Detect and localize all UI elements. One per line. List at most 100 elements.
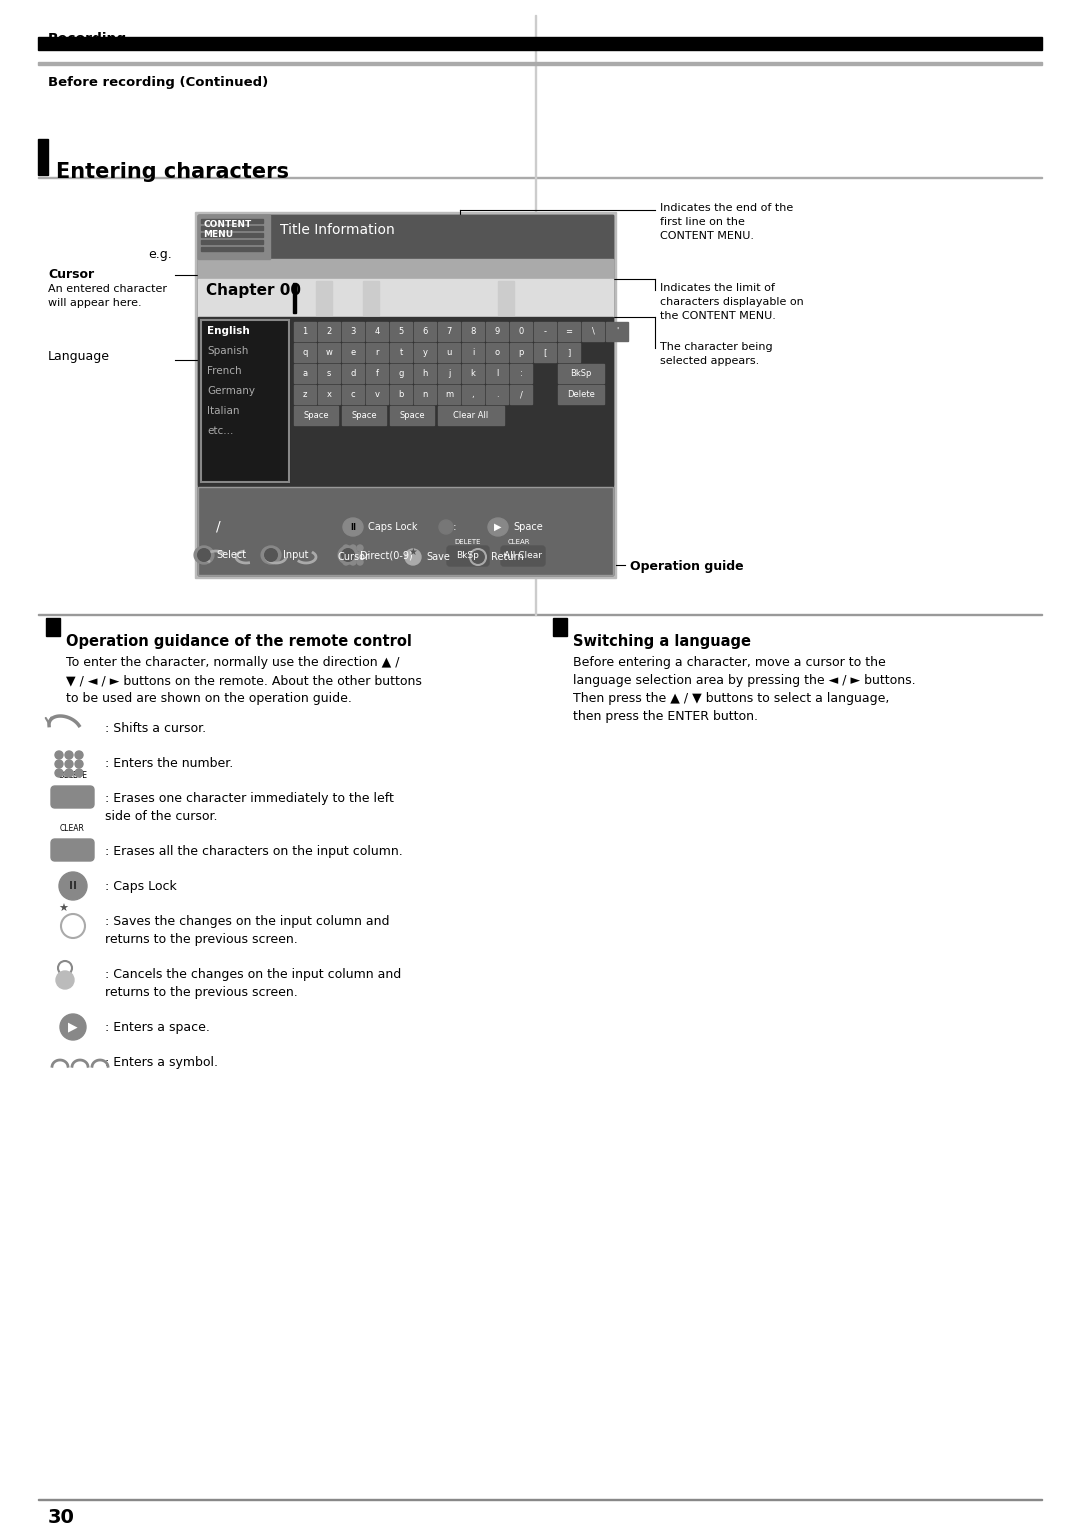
Text: t: t	[400, 348, 403, 357]
Text: b: b	[399, 391, 404, 398]
Circle shape	[59, 871, 87, 900]
Text: x: x	[326, 391, 332, 398]
Text: z: z	[302, 391, 307, 398]
Text: :: :	[453, 522, 457, 533]
Circle shape	[357, 552, 363, 559]
Text: : Enters a space.: : Enters a space.	[105, 1021, 210, 1035]
Bar	[390, 343, 411, 362]
Text: Clear All: Clear All	[454, 410, 488, 420]
Text: Select: Select	[216, 549, 246, 560]
Text: Indicates the limit of
characters displayable on
the CONTENT MENU.: Indicates the limit of characters displa…	[660, 282, 804, 320]
Bar	[342, 385, 364, 404]
Bar	[438, 343, 460, 362]
Text: Before entering a character, move a cursor to the
language selection area by pre: Before entering a character, move a curs…	[573, 656, 916, 723]
Text: Caps Lock: Caps Lock	[368, 522, 418, 533]
Bar	[342, 406, 386, 426]
Text: : Saves the changes on the input column and
returns to the previous screen.: : Saves the changes on the input column …	[105, 916, 390, 946]
Bar	[414, 322, 436, 340]
Bar	[198, 487, 613, 575]
Bar	[38, 37, 1042, 50]
Bar	[510, 343, 532, 362]
Text: u: u	[446, 348, 451, 357]
Text: l: l	[496, 369, 498, 378]
Text: French: French	[207, 366, 242, 375]
Circle shape	[65, 769, 73, 777]
Text: \: \	[592, 327, 594, 336]
Text: ★: ★	[58, 903, 68, 914]
Circle shape	[60, 1013, 86, 1041]
Bar	[486, 322, 508, 340]
Bar	[201, 320, 289, 482]
Ellipse shape	[343, 517, 363, 536]
Circle shape	[55, 769, 63, 777]
FancyBboxPatch shape	[51, 786, 94, 807]
Bar	[318, 322, 340, 340]
Text: r: r	[375, 348, 379, 357]
Ellipse shape	[198, 549, 211, 562]
Text: : Cancels the changes on the input column and
returns to the previous screen.: : Cancels the changes on the input colum…	[105, 967, 402, 1000]
Bar	[486, 385, 508, 404]
Bar	[366, 385, 388, 404]
Text: o: o	[495, 348, 500, 357]
Bar	[294, 406, 338, 426]
Bar	[201, 220, 264, 223]
Text: Chapter 00: Chapter 00	[206, 282, 301, 298]
Text: To enter the character, normally use the direction ▲ /
▼ / ◄ / ► buttons on the : To enter the character, normally use the…	[66, 656, 422, 705]
Circle shape	[343, 552, 349, 559]
Text: An entered character
will appear here.: An entered character will appear here.	[48, 284, 167, 308]
Bar	[294, 343, 316, 362]
Text: BkSp: BkSp	[457, 551, 480, 560]
FancyBboxPatch shape	[51, 839, 94, 861]
Bar	[38, 63, 1042, 66]
Text: Spanish: Spanish	[207, 346, 248, 356]
Text: p: p	[518, 348, 524, 357]
Text: w: w	[325, 348, 333, 357]
Text: 1: 1	[302, 327, 308, 336]
Bar	[198, 317, 613, 485]
Text: 6: 6	[422, 327, 428, 336]
Bar	[486, 365, 508, 383]
Bar	[390, 365, 411, 383]
Text: Language: Language	[48, 349, 110, 363]
Text: Switching a language: Switching a language	[573, 633, 751, 649]
Bar	[498, 281, 514, 314]
Ellipse shape	[261, 546, 281, 565]
Circle shape	[343, 545, 349, 551]
Bar	[46, 618, 60, 636]
Text: j: j	[448, 369, 450, 378]
Text: 9: 9	[495, 327, 500, 336]
Bar	[318, 343, 340, 362]
Bar	[390, 385, 411, 404]
Text: : Erases all the characters on the input column.: : Erases all the characters on the input…	[105, 845, 403, 858]
Text: h: h	[422, 369, 428, 378]
Circle shape	[75, 769, 83, 777]
Circle shape	[350, 552, 356, 559]
Text: Title Information: Title Information	[280, 223, 395, 237]
Text: m: m	[445, 391, 454, 398]
Bar	[390, 406, 434, 426]
Bar	[553, 618, 567, 636]
Bar	[558, 322, 580, 340]
Text: Delete: Delete	[567, 391, 595, 398]
Ellipse shape	[341, 549, 354, 562]
Bar	[438, 406, 504, 426]
Text: i: i	[472, 348, 474, 357]
Bar	[201, 226, 264, 230]
Circle shape	[55, 751, 63, 758]
Text: II: II	[350, 522, 356, 531]
Bar	[582, 322, 604, 340]
Text: 0: 0	[518, 327, 524, 336]
Bar	[198, 487, 613, 575]
Bar	[414, 343, 436, 362]
Bar	[558, 385, 604, 404]
Bar	[558, 365, 604, 383]
Text: Input: Input	[283, 549, 309, 560]
Bar	[316, 281, 332, 314]
Text: 5: 5	[399, 327, 404, 336]
Text: .: .	[496, 391, 498, 398]
Circle shape	[343, 559, 349, 565]
Bar	[462, 365, 484, 383]
Text: 7: 7	[446, 327, 451, 336]
Bar	[293, 282, 296, 313]
Text: n: n	[422, 391, 428, 398]
